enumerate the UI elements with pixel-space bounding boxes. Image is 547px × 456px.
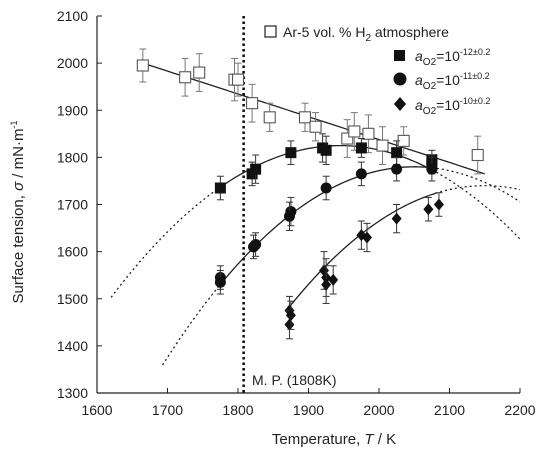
- point-filled-diamond: [433, 198, 444, 211]
- melting-point-label: M. P. (1808K): [252, 372, 337, 388]
- y-tick-label: 2100: [57, 8, 88, 24]
- y-tick-label: 1900: [57, 102, 88, 118]
- point-filled-diamond: [423, 203, 434, 216]
- legend: Ar-5 vol. % H2 atmosphere aO2=10-12±0.2 …: [264, 24, 490, 117]
- point-filled-circle: [320, 182, 332, 194]
- point-open-square: [246, 97, 259, 110]
- axes-layer: 1600 1700 1800 1900 2000 2100 2200 1300 1400 1500…: [57, 8, 536, 418]
- x-tick-label: 1900: [293, 402, 324, 418]
- legend-marker-filled-square: [394, 50, 405, 61]
- point-filled-diamond: [284, 318, 295, 331]
- legend-marker-open-square: [264, 25, 277, 38]
- point-filled-circle: [283, 210, 295, 222]
- fit-extrapolation-series-1-0: [110, 186, 221, 298]
- point-open-square: [136, 59, 149, 72]
- point-filled-circle: [214, 276, 226, 288]
- point-filled-square: [320, 144, 332, 156]
- point-filled-diamond: [321, 278, 332, 291]
- point-filled-square: [285, 147, 297, 159]
- point-filled-circle: [426, 163, 438, 175]
- fit-extrapolation-series-1-1: [431, 169, 520, 240]
- point-filled-diamond: [328, 273, 339, 286]
- y-tick-label: 1800: [57, 149, 88, 165]
- x-tick-label: 2200: [504, 402, 535, 418]
- x-tick-label: 1700: [152, 402, 183, 418]
- y-axis-title: Surface tension, σ / mN·m-1: [9, 121, 27, 304]
- fit-extrapolation-series-3-1: [435, 185, 520, 195]
- point-open-square: [348, 125, 361, 138]
- legend-marker-filled-circle: [393, 72, 407, 86]
- point-open-square: [362, 127, 375, 140]
- y-tick-label: 1700: [57, 197, 88, 213]
- legend-label-ao2-12: aO2=10-12±0.2: [415, 47, 490, 68]
- x-tick-label: 2100: [434, 402, 465, 418]
- x-tick-label: 2000: [363, 402, 394, 418]
- point-open-square: [341, 132, 354, 145]
- point-filled-diamond: [362, 231, 373, 244]
- legend-label-ao2-11: aO2=10-11±0.2: [415, 71, 490, 92]
- point-filled-square: [214, 182, 226, 194]
- point-open-square: [193, 66, 206, 79]
- point-filled-diamond: [391, 212, 402, 225]
- point-filled-square: [391, 147, 403, 159]
- legend-label-h2: Ar-5 vol. % H2 atmosphere: [283, 24, 449, 44]
- x-tick-label: 1800: [222, 402, 253, 418]
- point-filled-circle: [391, 163, 403, 175]
- fit-extrapolation-series-2-1: [431, 167, 520, 203]
- point-filled-circle: [355, 168, 367, 180]
- y-tick-label: 1300: [57, 385, 88, 401]
- point-filled-circle: [248, 241, 260, 253]
- point-open-square: [471, 148, 484, 162]
- y-tick-label: 1600: [57, 244, 88, 260]
- point-open-square: [376, 139, 389, 152]
- x-axis-title: Temperature, T / K: [272, 431, 396, 448]
- y-tick-label: 1500: [57, 291, 88, 307]
- point-filled-diamond: [285, 309, 296, 322]
- point-open-square: [263, 111, 276, 124]
- point-open-square: [231, 73, 245, 86]
- point-open-square: [298, 111, 312, 124]
- point-open-square: [309, 120, 322, 133]
- point-open-square: [179, 71, 192, 84]
- y-tick-label: 2000: [57, 55, 88, 71]
- point-filled-square: [250, 163, 262, 175]
- fit-extrapolation-series-2-0: [162, 283, 221, 366]
- point-filled-square: [355, 142, 367, 154]
- legend-marker-filled-diamond: [394, 97, 406, 111]
- y-tick-label: 1400: [57, 338, 88, 354]
- data-points-layer: [136, 48, 484, 340]
- x-tick-label: 1600: [81, 402, 112, 418]
- legend-label-ao2-10: aO2=10-10±0.2: [415, 96, 490, 117]
